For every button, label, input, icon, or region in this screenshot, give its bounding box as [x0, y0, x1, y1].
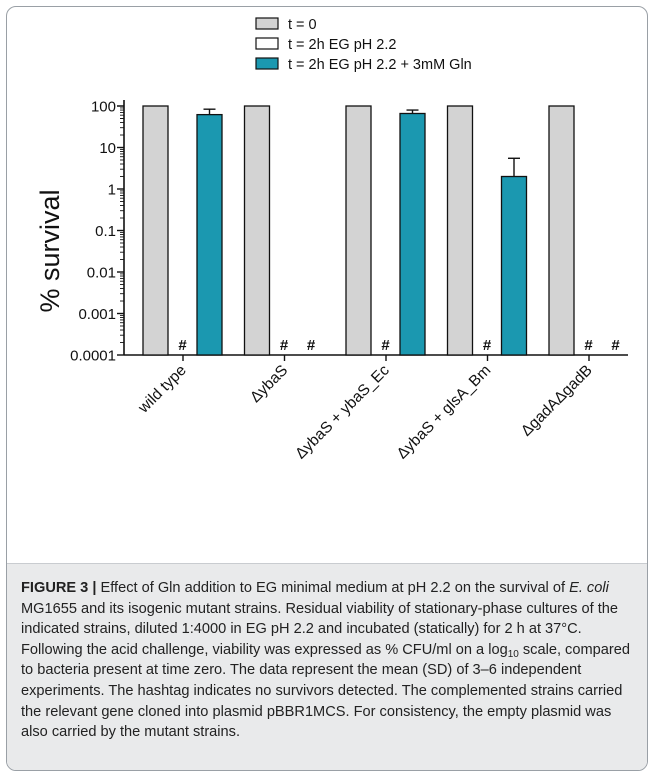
- legend-swatch: [255, 57, 279, 70]
- bar-chart: t = 0 t = 2h EG pH 2.2 t = 2h EG pH 2.2 + …: [35, 17, 628, 463]
- legend-label: t = 2h EG pH 2.2 + 3mM Gln: [288, 57, 472, 73]
- caption-text-3: scale, compared to bacteria present at t…: [21, 641, 630, 741]
- no-survivor-marker: #: [611, 337, 620, 354]
- chart-legend: t = 0 t = 2h EG pH 2.2 t = 2h EG pH 2.2 + …: [255, 17, 472, 73]
- y-tick-label: 10: [99, 140, 116, 157]
- bar: [345, 105, 372, 356]
- caption-label: FIGURE 3 |: [21, 580, 97, 596]
- bar: [243, 105, 271, 356]
- y-tick-label: 0.001: [78, 306, 116, 323]
- no-survivor-marker: #: [483, 337, 492, 354]
- no-survivor-marker: #: [381, 337, 390, 354]
- legend-swatch: [255, 17, 279, 30]
- caption-text-1: Effect of Gln addition to EG minimal med…: [96, 580, 570, 596]
- y-axis-label: % survival: [35, 189, 65, 312]
- legend-label: t = 0: [288, 17, 317, 33]
- y-tick-label: 1: [108, 182, 116, 199]
- bar: [142, 105, 169, 356]
- legend-swatch: [255, 37, 279, 50]
- x-tick-label: ΔgadAΔgadB: [518, 362, 596, 440]
- caption-organism: E. coli: [569, 580, 609, 596]
- no-survivor-marker: #: [307, 337, 316, 354]
- caption-text-2: MG1655 and its isogenic mutant strains. …: [21, 600, 619, 658]
- x-tick-label: ΔybaS + glsA_Bm: [394, 362, 495, 463]
- bar: [399, 112, 426, 356]
- no-survivor-marker: #: [280, 337, 289, 354]
- y-tick-label: 100: [91, 99, 116, 116]
- y-tick-label: 0.1: [95, 223, 116, 240]
- y-tick-label: 0.0001: [70, 348, 116, 365]
- no-survivor-marker: #: [584, 337, 593, 354]
- bar: [500, 175, 528, 356]
- bar: [446, 105, 474, 356]
- figure-panel: t = 0 t = 2h EG pH 2.2 t = 2h EG pH 2.2 + …: [6, 6, 648, 771]
- no-survivor-marker: #: [178, 337, 187, 354]
- x-tick-label: ΔybaS: [247, 362, 291, 406]
- bar: [548, 105, 575, 356]
- legend-label: t = 2h EG pH 2.2: [288, 37, 396, 53]
- bar: [196, 113, 223, 356]
- figure-caption: FIGURE 3 | Effect of Gln addition to EG …: [7, 563, 647, 770]
- x-tick-label: wild type: [134, 362, 189, 417]
- x-tick-label: ΔybaS + ybaS_Ec: [292, 362, 393, 463]
- caption-subscript: 10: [507, 648, 519, 660]
- y-tick-label: 0.01: [87, 265, 116, 282]
